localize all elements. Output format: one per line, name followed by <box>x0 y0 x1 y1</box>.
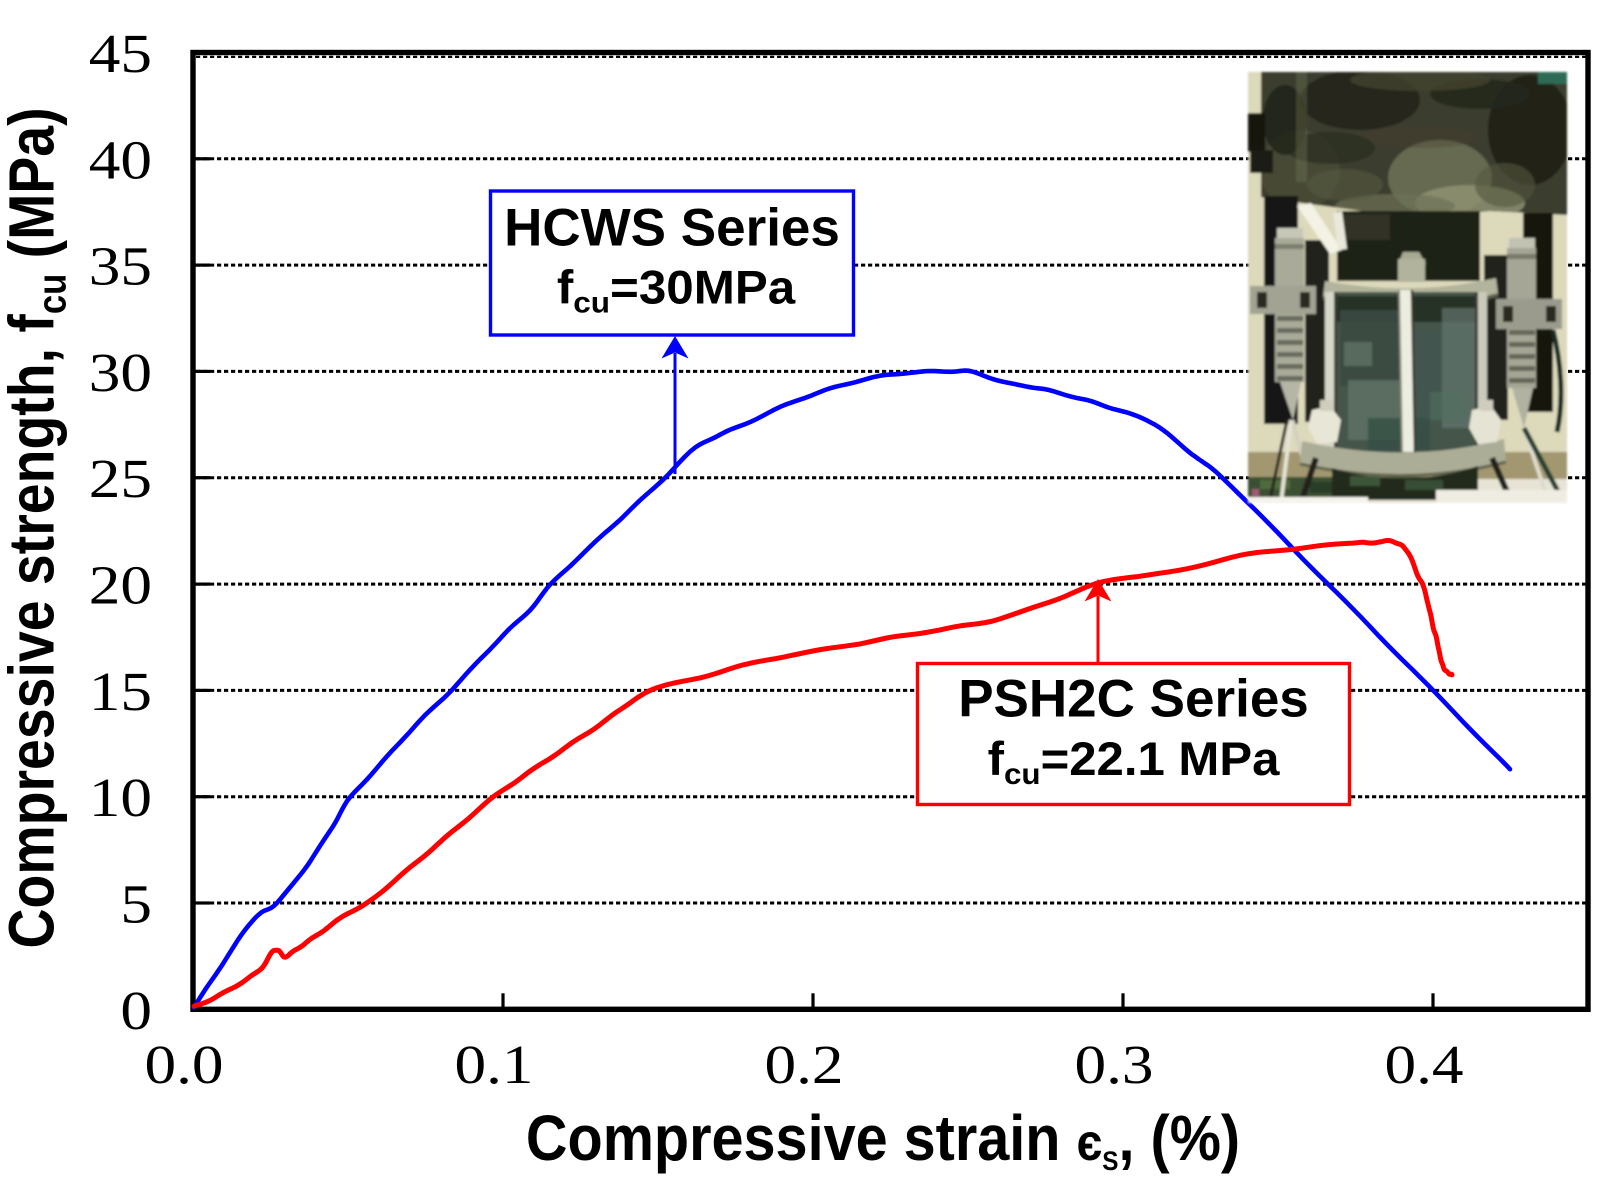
svg-text:0.3: 0.3 <box>1074 1034 1153 1095</box>
svg-text:5: 5 <box>120 873 152 934</box>
svg-text:40: 40 <box>89 129 152 190</box>
svg-text:20: 20 <box>89 554 152 615</box>
svg-text:Compressive strain єS, (%): Compressive strain єS, (%) <box>526 1102 1240 1176</box>
svg-text:0.4: 0.4 <box>1384 1034 1463 1095</box>
svg-text:fcu=22.1 MPa: fcu=22.1 MPa <box>988 733 1281 791</box>
svg-text:0.1: 0.1 <box>454 1034 533 1095</box>
svg-text:30: 30 <box>89 342 152 403</box>
svg-text:35: 35 <box>89 235 152 296</box>
svg-text:PSH2C Series: PSH2C Series <box>958 670 1309 729</box>
svg-text:HCWS Series: HCWS Series <box>504 199 840 258</box>
svg-text:25: 25 <box>89 448 152 509</box>
svg-text:0.0: 0.0 <box>144 1034 223 1095</box>
svg-text:10: 10 <box>89 767 152 828</box>
svg-text:45: 45 <box>89 23 152 84</box>
svg-text:fcu=30MPa: fcu=30MPa <box>557 261 797 319</box>
svg-text:Compressive strength, fcu (MPa: Compressive strength, fcu (MPa) <box>0 107 74 948</box>
svg-text:0: 0 <box>120 979 152 1040</box>
svg-text:15: 15 <box>89 661 152 722</box>
svg-text:0.2: 0.2 <box>764 1034 843 1095</box>
